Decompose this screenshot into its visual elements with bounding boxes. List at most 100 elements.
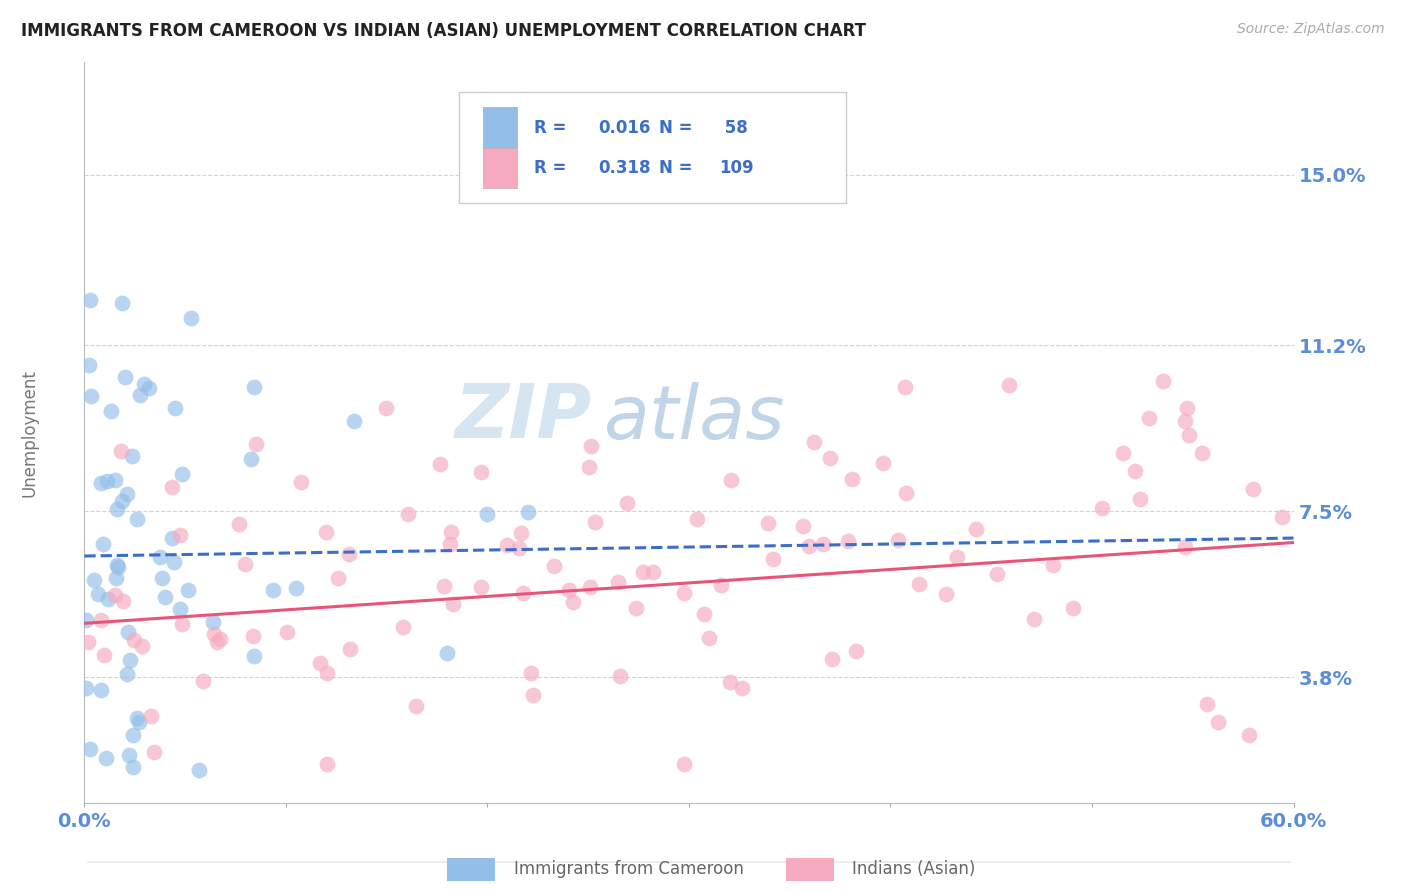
Point	[93, 648, 115, 662]
Point	[162, 479, 184, 493]
Point	[90, 682, 112, 697]
Text: IMMIGRANTS FROM CAMEROON VS INDIAN (ASIAN) UNEMPLOYMENT CORRELATION CHART: IMMIGRANTS FROM CAMEROON VS INDIAN (ASIA…	[21, 22, 866, 40]
Text: R =: R =	[534, 160, 572, 178]
Point	[115, 666, 138, 681]
Point	[138, 381, 160, 395]
Point	[284, 581, 307, 595]
Point	[172, 467, 194, 481]
Point	[122, 729, 145, 743]
Text: Indians (Asian): Indians (Asian)	[852, 861, 976, 879]
Point	[104, 473, 127, 487]
Point	[470, 580, 492, 594]
Point	[1191, 446, 1213, 460]
Point	[986, 566, 1008, 581]
Point	[107, 560, 129, 574]
Point	[169, 602, 191, 616]
Point	[578, 580, 600, 594]
Point	[374, 401, 396, 415]
Point	[837, 533, 859, 548]
Point	[841, 472, 863, 486]
Point	[692, 607, 714, 621]
Point	[441, 597, 464, 611]
Point	[1091, 500, 1114, 515]
Point	[80, 389, 103, 403]
Text: 0.016: 0.016	[599, 119, 651, 136]
Point	[1152, 374, 1174, 388]
Point	[578, 459, 600, 474]
Point	[756, 516, 779, 530]
Point	[820, 450, 842, 465]
Point	[163, 555, 186, 569]
Point	[797, 539, 820, 553]
Point	[143, 745, 166, 759]
Point	[585, 515, 607, 529]
Point	[965, 523, 987, 537]
Point	[245, 437, 267, 451]
Point	[543, 558, 565, 573]
Point	[328, 571, 350, 585]
Point	[240, 451, 263, 466]
Point	[125, 711, 148, 725]
Point	[153, 591, 176, 605]
Point	[1042, 558, 1064, 573]
Point	[104, 589, 127, 603]
Point	[1197, 697, 1219, 711]
Point	[122, 760, 145, 774]
Point	[201, 615, 224, 630]
Point	[643, 566, 665, 580]
Point	[242, 629, 264, 643]
Point	[391, 619, 413, 633]
Point	[77, 359, 100, 373]
Point	[339, 547, 361, 561]
Point	[1174, 414, 1197, 428]
Point	[90, 613, 112, 627]
Text: R =: R =	[534, 119, 572, 136]
Point	[228, 517, 250, 532]
Point	[470, 465, 492, 479]
Point	[1237, 729, 1260, 743]
Point	[440, 524, 463, 539]
Point	[1174, 540, 1197, 554]
Point	[315, 757, 337, 772]
Point	[120, 652, 142, 666]
Text: Immigrants from Cameroon: Immigrants from Cameroon	[513, 861, 744, 879]
Point	[935, 587, 957, 601]
Text: atlas: atlas	[605, 382, 786, 454]
Text: 58: 58	[720, 119, 748, 136]
Point	[433, 579, 456, 593]
Point	[105, 558, 128, 572]
Text: N =: N =	[659, 160, 697, 178]
Point	[1177, 401, 1199, 415]
Point	[510, 525, 533, 540]
Point	[606, 574, 628, 589]
Point	[150, 571, 173, 585]
Point	[508, 541, 530, 556]
Point	[1112, 446, 1135, 460]
Text: ZIP: ZIP	[456, 381, 592, 454]
Point	[495, 538, 517, 552]
Point	[121, 449, 143, 463]
Point	[96, 474, 118, 488]
FancyBboxPatch shape	[484, 147, 517, 188]
Point	[170, 617, 193, 632]
Point	[112, 594, 135, 608]
Point	[396, 507, 419, 521]
Point	[1206, 714, 1229, 729]
Point	[262, 582, 284, 597]
Point	[1271, 510, 1294, 524]
Point	[111, 295, 134, 310]
Point	[160, 532, 183, 546]
Point	[731, 681, 754, 696]
Point	[163, 401, 186, 415]
Point	[803, 435, 825, 450]
Point	[79, 742, 101, 756]
Text: 0.318: 0.318	[599, 160, 651, 178]
Point	[887, 533, 910, 548]
Text: 109: 109	[720, 160, 754, 178]
Point	[811, 536, 834, 550]
Text: Unemployment: Unemployment	[21, 368, 39, 497]
Point	[79, 293, 101, 308]
Point	[180, 311, 202, 326]
Point	[117, 624, 139, 639]
Point	[202, 627, 225, 641]
